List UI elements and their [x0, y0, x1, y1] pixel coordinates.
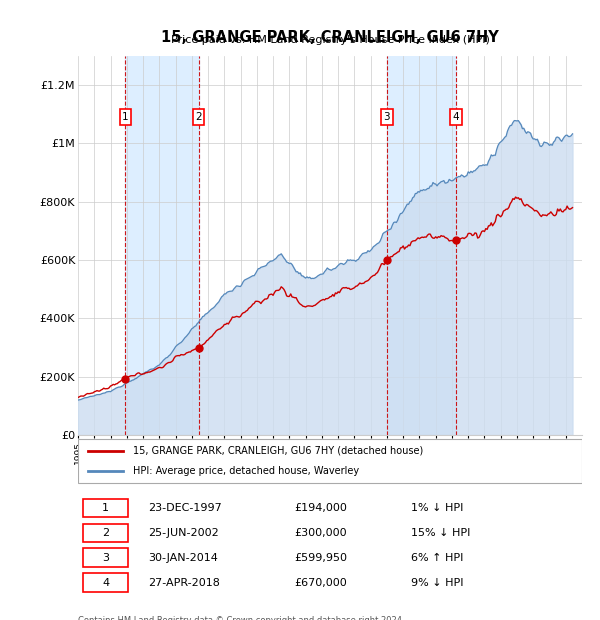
FancyBboxPatch shape — [83, 523, 128, 542]
Text: 3: 3 — [383, 112, 390, 122]
FancyBboxPatch shape — [83, 574, 128, 592]
Text: 9% ↓ HPI: 9% ↓ HPI — [410, 578, 463, 588]
Text: 2: 2 — [102, 528, 109, 538]
Text: £194,000: £194,000 — [295, 503, 347, 513]
Text: £670,000: £670,000 — [295, 578, 347, 588]
Text: 25-JUN-2002: 25-JUN-2002 — [149, 528, 220, 538]
Text: Contains HM Land Registry data © Crown copyright and database right 2024.
This d: Contains HM Land Registry data © Crown c… — [78, 616, 404, 620]
Text: 4: 4 — [452, 112, 460, 122]
Text: 1: 1 — [102, 503, 109, 513]
Text: 23-DEC-1997: 23-DEC-1997 — [149, 503, 223, 513]
Text: 3: 3 — [102, 553, 109, 563]
Text: 27-APR-2018: 27-APR-2018 — [149, 578, 220, 588]
FancyBboxPatch shape — [78, 438, 582, 484]
Bar — [387, 56, 456, 435]
Text: 1: 1 — [122, 112, 129, 122]
Text: 30-JAN-2014: 30-JAN-2014 — [149, 553, 218, 563]
Text: 2: 2 — [195, 112, 202, 122]
Text: £300,000: £300,000 — [295, 528, 347, 538]
Text: 4: 4 — [102, 578, 109, 588]
Text: £599,950: £599,950 — [295, 553, 348, 563]
Text: Price paid vs. HM Land Registry's House Price Index (HPI): Price paid vs. HM Land Registry's House … — [170, 35, 490, 45]
Title: 15, GRANGE PARK, CRANLEIGH, GU6 7HY: 15, GRANGE PARK, CRANLEIGH, GU6 7HY — [161, 30, 499, 45]
FancyBboxPatch shape — [83, 498, 128, 517]
Text: 6% ↑ HPI: 6% ↑ HPI — [410, 553, 463, 563]
Text: HPI: Average price, detached house, Waverley: HPI: Average price, detached house, Wave… — [133, 466, 359, 476]
FancyBboxPatch shape — [83, 549, 128, 567]
Text: 1% ↓ HPI: 1% ↓ HPI — [410, 503, 463, 513]
Text: 15, GRANGE PARK, CRANLEIGH, GU6 7HY (detached house): 15, GRANGE PARK, CRANLEIGH, GU6 7HY (det… — [133, 446, 424, 456]
Bar — [125, 56, 199, 435]
Text: 15% ↓ HPI: 15% ↓ HPI — [410, 528, 470, 538]
